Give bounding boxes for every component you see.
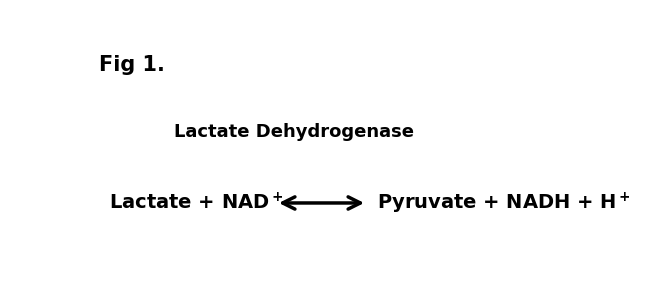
Text: Lactate + NAD$\mathregular{^+}$: Lactate + NAD$\mathregular{^+}$ bbox=[110, 192, 284, 214]
Text: Pyruvate + NADH + H$\mathregular{^+}$: Pyruvate + NADH + H$\mathregular{^+}$ bbox=[377, 190, 631, 216]
Text: Fig 1.: Fig 1. bbox=[99, 55, 165, 75]
Text: Lactate Dehydrogenase: Lactate Dehydrogenase bbox=[173, 123, 414, 141]
